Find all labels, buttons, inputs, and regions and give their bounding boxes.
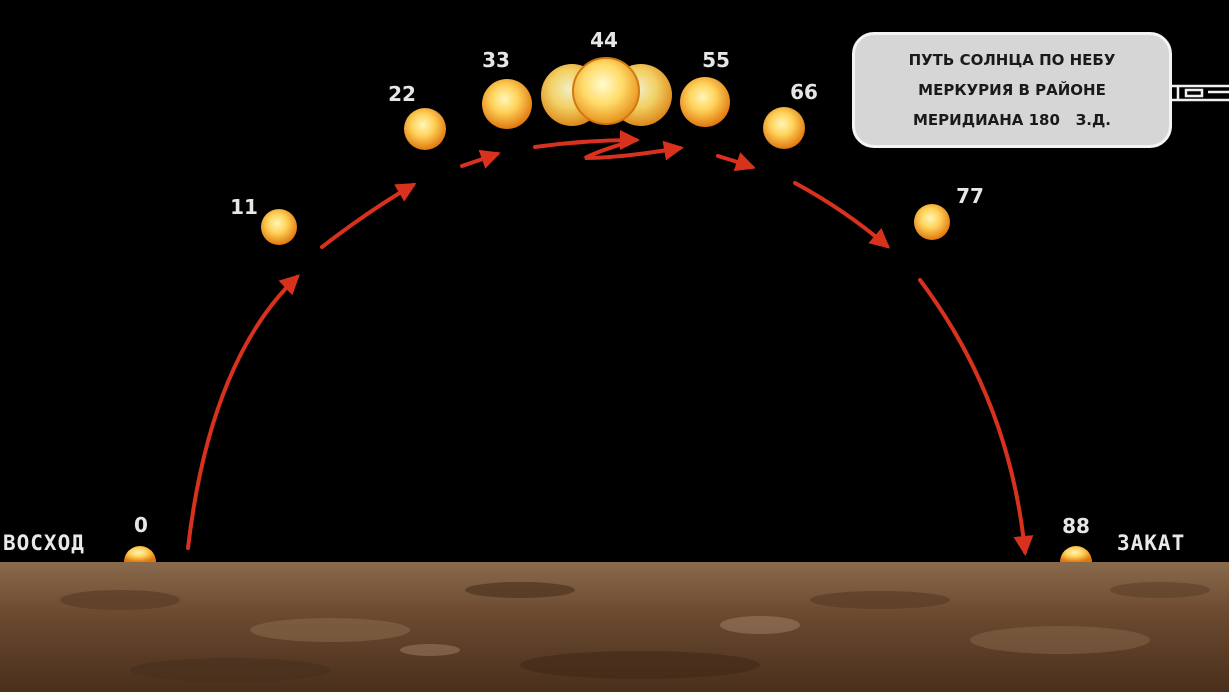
label-22: 22 [388,82,416,106]
title-line-1: ПУТЬ СОЛНЦА ПО НЕБУ [908,51,1116,69]
sun-55 [680,77,730,127]
title-line-3: МЕРИДИАНА 180 З.Д. [912,111,1112,129]
sun-33 [482,79,532,129]
path-arrow-66-77 [793,181,891,249]
label-33: 33 [482,48,510,72]
title-line-2: МЕРКУРИЯ В РАЙОНЕ [918,81,1106,99]
sunrise-label: ВОСХОД [3,531,85,555]
sun-0 [124,546,156,562]
path-arrow-77-88 [918,278,1034,556]
path-arrow-33-44 [533,130,640,151]
label-0: 0 [134,513,148,537]
sun-44 [572,57,640,125]
sun-22 [404,108,446,150]
path-arrow-22-33 [460,149,501,169]
path-arrow-11-22 [320,182,417,249]
label-55: 55 [702,48,730,72]
label-66: 66 [790,80,818,104]
path-arrow-0-11 [186,274,300,550]
mercury-surface [0,562,1229,692]
sunset-label: ЗАКАТ [1117,531,1186,555]
label-77: 77 [956,184,984,208]
sun-11 [261,209,297,245]
path-arrow-retrograde [584,138,684,161]
title-box: ПУТЬ СОЛНЦА ПО НЕБУ МЕРКУРИЯ В РАЙОНЕ МЕ… [852,32,1172,148]
sun-path-arrows [186,130,1034,556]
path-arrow-55-66 [716,152,756,172]
sun-88 [1060,546,1092,562]
label-88: 88 [1062,514,1090,538]
label-11: 11 [230,195,258,219]
sun-positions [124,57,1092,562]
label-44: 44 [590,28,618,52]
sun-66 [763,107,805,149]
sun-77 [914,204,950,240]
title-connector [1172,84,1229,102]
